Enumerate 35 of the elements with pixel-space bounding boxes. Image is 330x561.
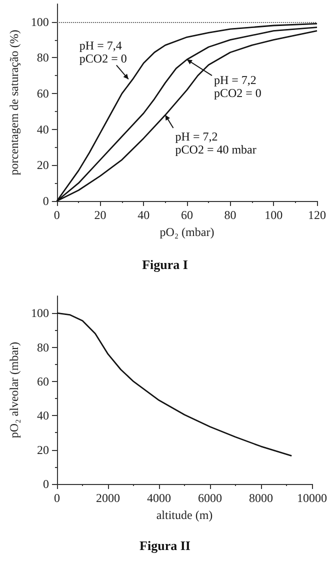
y-tick-label: 0 <box>43 477 49 491</box>
x-tick-label: 6000 <box>198 491 222 505</box>
x-tick-label: 10000 <box>297 491 327 505</box>
y-tick-label: 60 <box>36 86 49 101</box>
y-tick-label: 40 <box>36 122 49 136</box>
annotation: pH = 7,2 pCO2 = 40 mbar <box>175 130 256 157</box>
y-axis-title: porcentagem de saturação (%) <box>7 30 21 176</box>
y-tick-label: 80 <box>36 50 49 65</box>
line-series <box>56 312 292 456</box>
text: Figura I <box>142 257 188 272</box>
y-axis-title: pO₂ alveolar (mbar) <box>7 342 22 438</box>
x-tick-label: 120 <box>308 208 326 222</box>
annotation: pH = 7,4 pCO2 = 0 <box>79 38 127 66</box>
x-axis-title: altitude (m) <box>156 508 213 522</box>
y-tick-label: 100 <box>30 14 49 29</box>
x-tick-label: 8000 <box>249 491 273 505</box>
y-tick-label: 40 <box>37 408 49 423</box>
y-tick-label: 0 <box>42 194 49 208</box>
y-tick-label: 60 <box>37 374 49 388</box>
x-tick-label: 40 <box>138 208 150 222</box>
y-tick-label: 80 <box>37 340 49 354</box>
x-tick-label: 4000 <box>147 491 171 505</box>
x-tick-label: 60 <box>180 208 193 222</box>
text: Figura II <box>140 538 190 553</box>
x-axis-title: pO₂ (mbar) <box>160 224 214 239</box>
x-tick-label: 20 <box>94 208 106 222</box>
x-tick-label: 2000 <box>96 491 120 505</box>
x-tick-label: 0 <box>54 491 60 505</box>
x-tick-label: 100 <box>264 208 283 222</box>
annotation: pH = 7,2 pCO2 = 0 <box>214 73 262 100</box>
y-tick-label: 100 <box>31 306 49 320</box>
x-tick-label: 80 <box>224 208 236 222</box>
y-tick-label: 20 <box>36 158 49 172</box>
x-tick-label: 0 <box>54 208 60 222</box>
y-tick-label: 20 <box>37 442 49 457</box>
